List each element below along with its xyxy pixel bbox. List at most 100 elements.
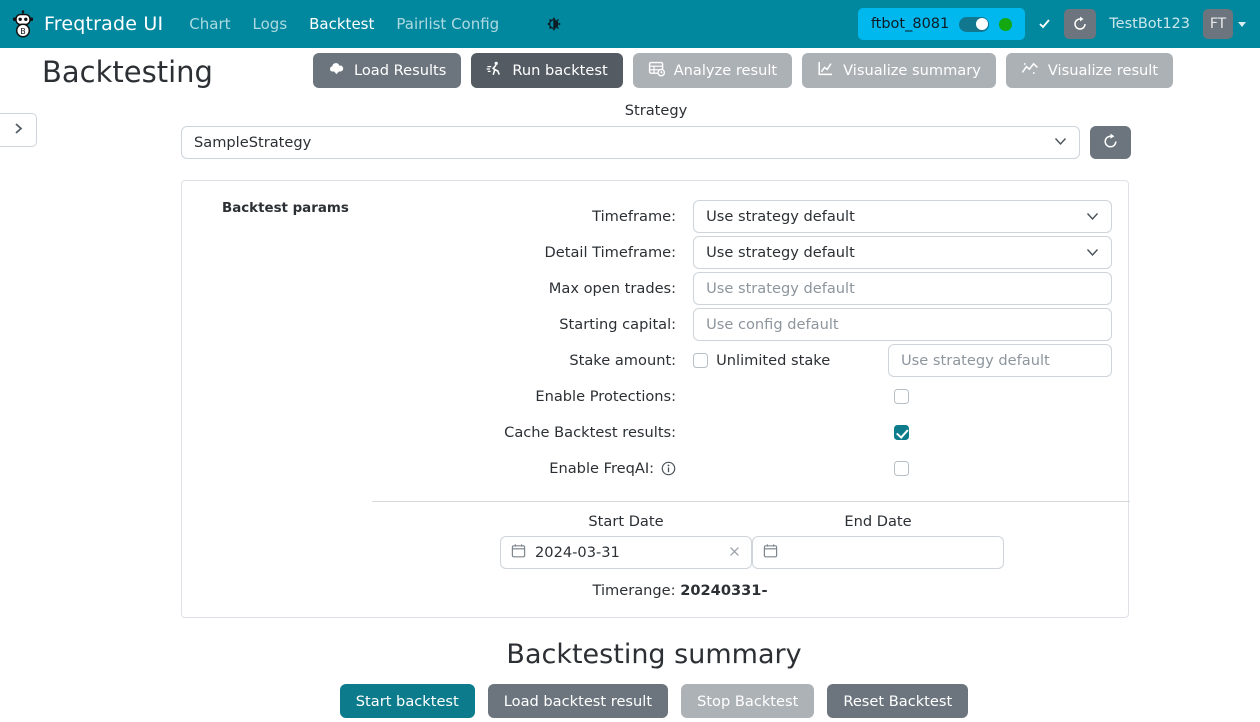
timerange-label: Timerange: [592,582,676,599]
row-timeframe: Timeframe: Use strategy default [198,198,1112,234]
run-backtest-label: Run backtest [512,62,608,79]
load-results-label: Load Results [354,62,447,79]
strategy-reload-button[interactable] [1090,126,1131,159]
end-date-picker[interactable] [752,536,1004,569]
strategy-label: Strategy [624,102,688,119]
nav-link-backtest[interactable]: Backtest [309,15,375,33]
chevron-down-icon[interactable] [1238,21,1246,27]
visualize-result-label: Visualize result [1047,62,1159,79]
start-date-value: 2024-03-31 [535,544,620,561]
analyze-result-button[interactable]: Analyze result [632,53,793,88]
end-date-label: End Date [844,513,912,530]
start-date-picker[interactable]: 2024-03-31 [500,536,752,569]
stake-amount-label: Stake amount: [569,351,677,369]
enable-freqai-label-group: Enable FreqAI: [198,460,693,477]
stake-amount-input[interactable] [888,343,1112,377]
visualize-result-button[interactable]: Visualize result [1005,53,1174,88]
brightness-contrast-icon[interactable] [543,13,565,35]
table-clock-icon [648,60,665,81]
page-header: Backtesting Load Results Run backtest [0,48,1260,92]
brand-title[interactable]: Freqtrade UI [44,13,164,35]
cache-backtest-results-label: Cache Backtest results: [504,423,677,441]
nav-links: Chart Logs Backtest Pairlist Config [189,13,565,35]
timerange-display: Timerange: 20240331- [198,582,1112,599]
page-title: Backtesting [42,55,213,89]
starting-capital-input[interactable] [693,307,1112,341]
strategy-row: SampleStrategy [181,126,1131,159]
refresh-icon [1102,133,1119,153]
enable-freqai-checkbox[interactable] [894,460,910,476]
bot-status-dot [999,17,1013,31]
starting-capital-label: Starting capital: [559,315,677,333]
bot-enabled-toggle[interactable] [959,16,990,32]
run-backtest-button[interactable]: Run backtest [471,53,623,88]
max-open-trades-input[interactable] [693,271,1112,305]
chevron-down-icon [1086,208,1099,225]
sidebar-toggle[interactable] [0,113,37,147]
dates-row: 2024-03-31 [198,536,1112,569]
line-chart-icon [817,60,834,81]
nav-link-pairlist-config[interactable]: Pairlist Config [396,15,500,33]
nav-link-logs[interactable]: Logs [252,15,288,33]
chevron-down-icon [1054,136,1067,149]
avatar: FT [1203,9,1233,39]
cloud-download-icon [328,60,345,81]
start-backtest-button[interactable]: Start backtest [339,684,475,718]
unlimited-stake-label: Unlimited stake [716,351,831,369]
start-date-label: Start Date [588,513,664,530]
bot-selector[interactable]: ftbot_8081 [857,8,1026,40]
cache-backtest-results-checkbox[interactable] [894,424,910,440]
reset-backtest-button[interactable]: Reset Backtest [827,684,969,718]
stop-backtest-button[interactable]: Stop Backtest [681,684,815,718]
params-form: Timeframe: Use strategy default Detail T… [198,198,1112,486]
strategy-select[interactable]: SampleStrategy [181,126,1080,159]
enable-protections-checkbox[interactable] [894,388,910,404]
info-circle-icon[interactable] [661,461,676,476]
close-icon[interactable] [728,545,741,561]
row-stake-amount: Stake amount: Unlimited stake [198,342,1112,378]
dates-header: Start Date End Date [198,513,1112,530]
chevron-right-icon [13,122,24,139]
refresh-icon[interactable] [1064,9,1097,39]
analyze-result-label: Analyze result [673,62,778,79]
load-results-button[interactable]: Load Results [313,53,462,88]
visualize-summary-button[interactable]: Visualize summary [802,53,996,88]
row-detail-timeframe: Detail Timeframe: Use strategy default [198,234,1112,270]
row-cache-backtest-results: Cache Backtest results: [198,414,1112,450]
detail-timeframe-value: Use strategy default [706,243,855,261]
backtesting-summary-title: Backtesting summary [506,639,802,670]
detail-timeframe-label: Detail Timeframe: [544,243,677,261]
row-starting-capital: Starting capital: [198,306,1112,342]
bot-name-label: ftbot_8081 [870,16,950,32]
nav-link-chart[interactable]: Chart [189,15,231,33]
timerange-value: 20240331- [680,582,768,599]
enable-protections-label: Enable Protections: [535,387,677,405]
strategy-section: Strategy SampleStrategy [0,92,1260,159]
user-menu[interactable]: FT [1203,9,1246,39]
unlimited-stake-checkbox[interactable] [693,352,709,368]
load-backtest-result-button[interactable]: Load backtest result [487,684,669,718]
freqtrade-robot-logo: B [10,9,36,39]
calendar-icon [511,543,526,562]
chevron-down-icon [1086,244,1099,261]
card-title: Backtest params [222,201,349,216]
username-label: TestBot123 [1109,16,1190,32]
timeframe-label: Timeframe: [592,207,677,225]
enable-freqai-label: Enable FreqAI: [549,459,655,477]
backtest-params-card: Backtest params Timeframe: Use strategy … [181,180,1130,618]
strategy-selected-value: SampleStrategy [194,134,312,151]
check-icon[interactable] [1038,17,1051,32]
svg-text:B: B [20,27,26,36]
trend-chart-icon [1021,60,1039,81]
row-max-open-trades: Max open trades: [198,270,1112,306]
visualize-summary-label: Visualize summary [843,62,981,79]
max-open-trades-label: Max open trades: [548,279,677,297]
timeframe-select[interactable]: Use strategy default [693,199,1112,233]
row-enable-freqai: Enable FreqAI: [198,450,1112,486]
backtest-toolbar: Load Results Run backtest [313,53,1174,88]
top-navbar: B Freqtrade UI Chart Logs Backtest Pairl… [0,0,1260,48]
calendar-icon [763,543,778,562]
unlimited-stake-checkbox-group[interactable]: Unlimited stake [693,352,830,369]
summary-actions: Start backtest Load backtest result Stop… [48,684,1260,718]
detail-timeframe-select[interactable]: Use strategy default [693,235,1112,269]
